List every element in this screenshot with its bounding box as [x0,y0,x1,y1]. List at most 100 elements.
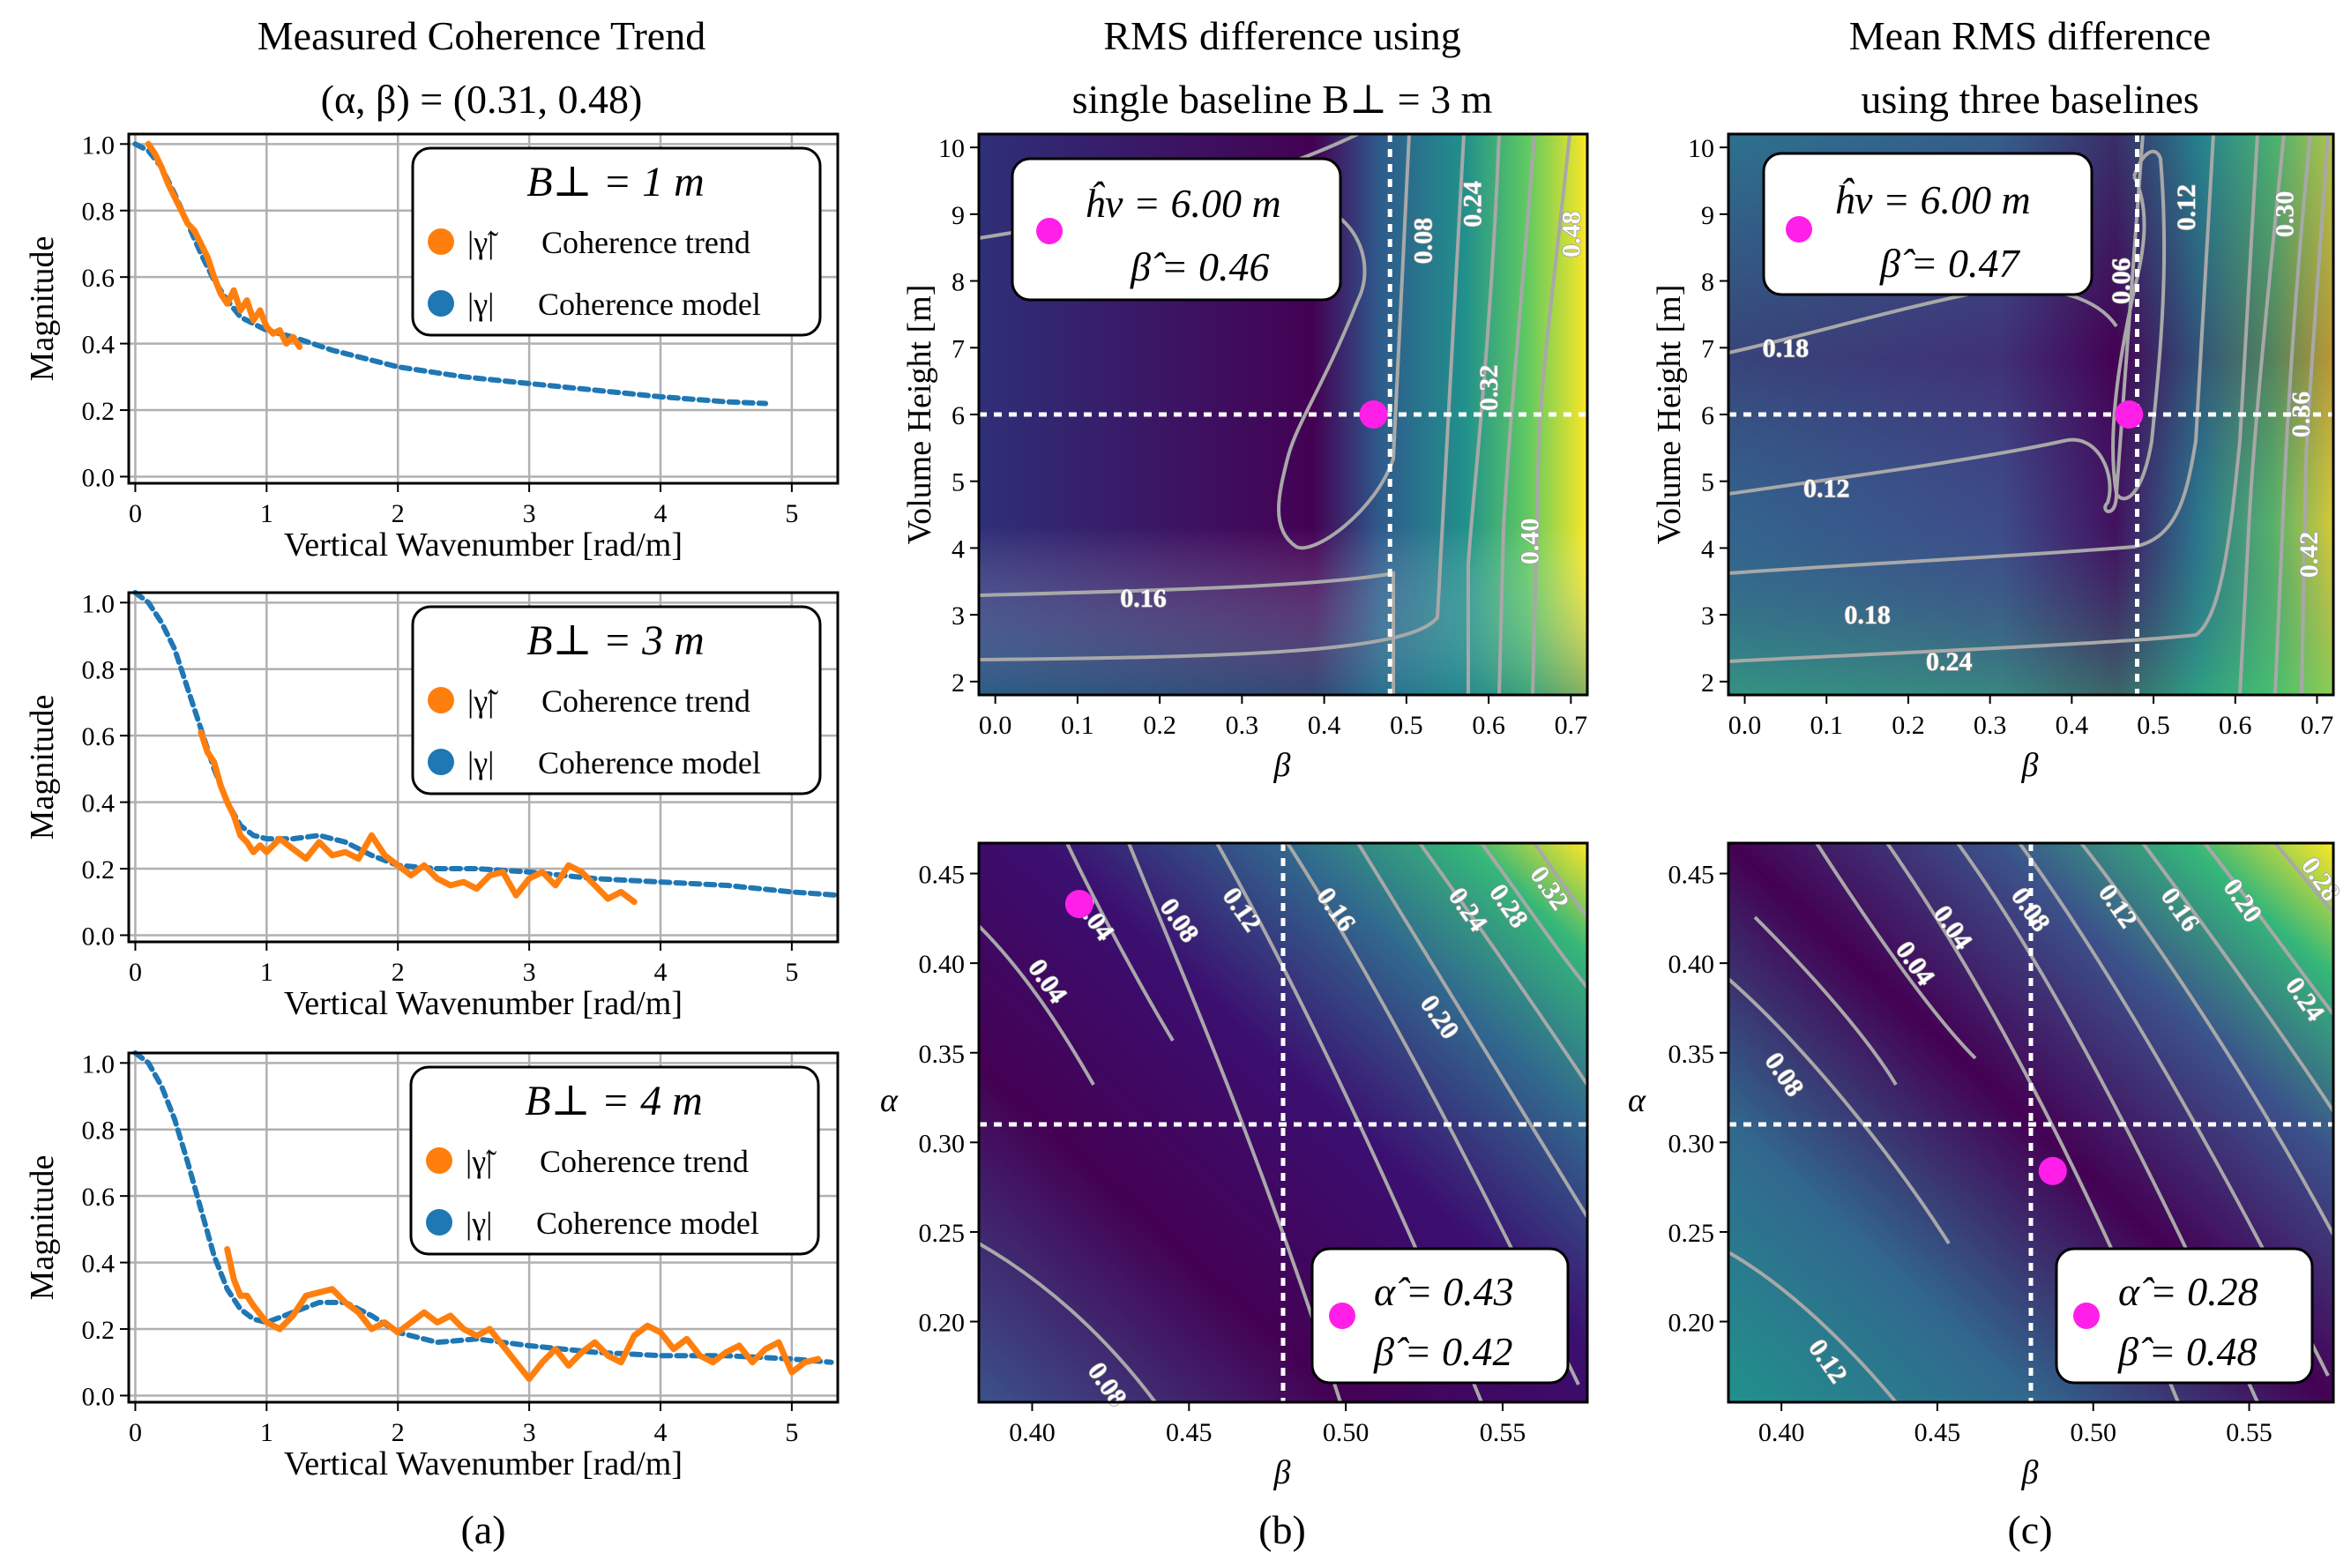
series-coherence-trend [198,728,638,906]
y-tick-label: 0.0 [82,463,116,492]
x-tick-label: 0.50 [1323,1418,1370,1447]
estimate-marker-key-c1 [1786,216,1812,243]
ylabel-a3: Magnitude [24,1155,61,1301]
contour-line [2203,841,2335,1016]
contours-c1 [1728,133,2330,696]
estimate-label-2-c1: β̂ = 0.47 [1879,241,2020,286]
x-tick-label: 4 [654,499,668,528]
estimate-marker [2115,400,2144,429]
panel-a1: Measured Coherence Trend (α, β) = (0.31,… [24,13,840,564]
y-tick-label: 6 [1701,401,1714,430]
x-tick-label: 1 [260,1418,273,1447]
y-tick-label: 9 [1701,201,1714,230]
contour-label: 0.16 [1120,584,1167,613]
caption-b: (b) [1258,1507,1306,1552]
estimate-box-frame-b2 [1310,1247,1570,1385]
y-tick-label: 0.0 [82,922,116,951]
y-tick-label: 2 [1701,668,1714,698]
ylabel-c1: Volume Height [m] [1651,285,1688,545]
estimate-marker-key-b2 [1329,1303,1355,1329]
legend-trend-marker-a1 [428,228,454,255]
legend-model-sym-a1: |γ| [467,287,494,322]
x-tick-label: 4 [654,1418,668,1447]
contour-label: 0.24 [1458,181,1487,228]
legend-a3: B⊥ = 4 m |γ̃| Coherence trend |γ| Cohere… [409,1065,820,1256]
legend-model-marker-a2 [428,749,454,775]
series-coherence-trend [224,1246,822,1383]
legend-box-a1 [411,146,822,337]
estimate-marker [2038,1156,2067,1185]
y-tick-label: 10 [938,134,965,163]
y-tick-label: 3 [1701,601,1714,631]
y-tick-label: 0.40 [1668,950,1715,979]
title-a-line2: (α, β) = (0.31, 0.48) [321,77,643,122]
legend-a1: B⊥ = 1 m |γ̃| Coherence trend |γ| Cohere… [411,146,822,337]
contour-line [1815,841,1977,1060]
ticks-a3: 0 1 2 3 4 5 0.0 0.2 0.4 0.6 0.8 1.0 [82,1049,799,1447]
contour-line [978,571,1395,695]
contour-line [2273,841,2335,915]
y-tick-label: 0.45 [1668,861,1715,890]
xlabel-a2: Vertical Wavenumber [rad/m] [284,985,683,1022]
y-tick-label: 0.4 [82,1250,116,1279]
contour-label: 0.32 [1474,364,1504,411]
contour-line [978,1242,1157,1404]
legend-trend-sym-a3: |γ̃| [466,1144,496,1179]
legend-model-label-a1: Coherence model [538,287,761,322]
y-tick-label: 1.0 [82,589,116,618]
ylabel-a1: Magnitude [24,236,61,382]
legend-trend-marker-a2 [428,687,454,713]
panel-b1: RMS difference using single baseline B⊥ … [901,13,1589,784]
estimate-box-b1: ĥv = 6.00 m β̂ = 0.46 [1011,157,1342,302]
axes-frame-a1 [127,132,840,485]
legend-a2: B⊥ = 3 m |γ̃| Coherence trend |γ| Cohere… [411,605,822,795]
estimate-box-frame-b1 [1011,157,1342,302]
panel-a2: 0 1 2 3 4 5 0.0 0.2 0.4 0.6 0.8 1.0 Vertical Wavenu… [24,589,840,1022]
series-coherence-trend [145,140,303,350]
estimate-label-1-b1: ĥv = 6.00 m [1085,181,1281,226]
y-tick-label: 8 [952,268,965,297]
contour-line [1497,133,1536,696]
y-tick-label: 0.20 [919,1309,966,1338]
contour-line [2300,133,2330,696]
xlabel-b1: β [1273,747,1291,784]
x-tick-label: 0.1 [1061,711,1094,740]
y-tick-label: 2 [952,668,965,698]
panel-c2: 0.040.040.08 0.12 0.16 0.20 0.280.240.080.12… [1628,841,2347,1491]
estimate-label-1-c1: ĥv = 6.00 m [1834,177,2031,222]
contour-line [1728,133,2259,663]
y-tick-label: 7 [1701,334,1714,363]
x-tick-label: 0.6 [2219,711,2252,740]
ylabel-b1: Volume Height [m] [901,285,938,545]
estimate-label-2-c2: β̂ = 0.48 [2117,1329,2257,1374]
y-tick-label: 4 [952,534,965,564]
reference-lines-b2 [979,843,1587,1402]
y-tick-label: 1.0 [82,131,116,160]
xlabel-a1: Vertical Wavenumber [rad/m] [284,526,683,564]
x-tick-label: 0.5 [1390,711,1423,740]
legend-trend-sym-a2: |γ̃| [467,683,498,719]
contour-label: 0.30 [2270,191,2299,238]
y-tick-label: 0.20 [1668,1309,1715,1338]
x-tick-label: 0.7 [1555,711,1588,740]
xlabel-a3: Vertical Wavenumber [rad/m] [284,1445,683,1482]
legend-model-sym-a2: |γ| [467,745,494,780]
series-a1 [132,140,769,407]
contour-line [1356,841,1589,1219]
title-c-line1: Mean RMS difference [1849,13,2211,58]
ticks-b1: 0.0 0.1 0.2 0.3 0.4 0.5 0.6 0.7 2 3 4 5 6 7 8 9 10 [938,134,1587,740]
contour-label: 0.48 [1556,211,1586,258]
y-tick-label: 0.8 [82,198,116,227]
axes-frame-a3 [127,1051,840,1404]
y-tick-label: 0.2 [82,397,116,426]
contour-line [1728,133,2145,513]
x-tick-label: 3 [523,1418,536,1447]
y-tick-label: 8 [1701,268,1714,297]
x-tick-label: 0.55 [1480,1418,1526,1447]
contour-label: 0.08 [1409,218,1438,265]
ylabel-b2: α [880,1082,899,1119]
legend-box-a3 [409,1065,820,1256]
legend-trend-sym-a1: |γ̃| [467,225,498,260]
estimate-box-frame-c2 [2055,1247,2314,1385]
contour-line [1728,133,2215,575]
